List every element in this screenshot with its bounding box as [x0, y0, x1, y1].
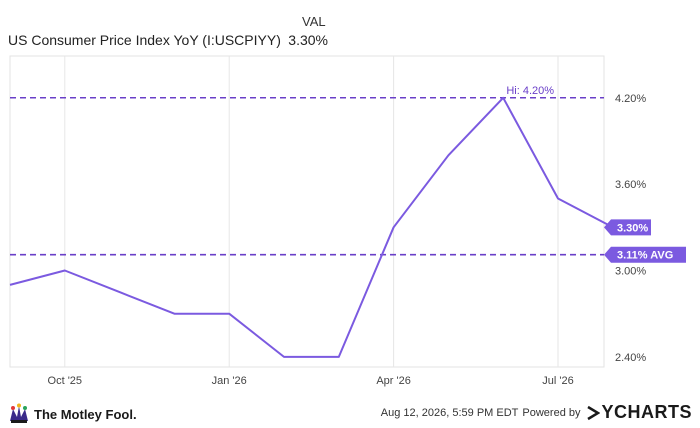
series-value: 3.30% — [288, 32, 328, 48]
timestamp: Aug 12, 2026, 5:59 PM EDT — [380, 406, 519, 419]
value-column-label: VAL — [302, 14, 326, 29]
average-value-text: 3.11% AVG — [617, 250, 673, 262]
y-tick-label: 3.60% — [615, 179, 646, 191]
high-annotation: Hi: 4.20% — [506, 85, 554, 97]
jester-hat-icon — [10, 403, 28, 423]
y-tick-label: 2.40% — [615, 352, 646, 364]
last-value-badge — [604, 219, 651, 236]
ycharts-chevron-icon — [587, 405, 601, 420]
brand-logo: The Motley Fool. — [8, 400, 137, 428]
x-tick-label: Jan '26 — [212, 375, 247, 387]
x-tick-label: Apr '26 — [376, 375, 411, 387]
series-name: US Consumer Price Index YoY (I:USCPIYY) — [8, 32, 281, 48]
chart-footer: Aug 12, 2026, 5:59 PM EDT Powered by YCH… — [381, 402, 692, 423]
powered-by-label: Powered by — [522, 406, 581, 419]
provider-logo: YCHARTS — [586, 402, 692, 423]
brand-name: The Motley Fool. — [34, 406, 137, 422]
series-line — [9, 96, 614, 358]
average-value-badge — [604, 246, 686, 263]
x-tick-label: Jul '26 — [542, 375, 573, 387]
x-tick-label: Oct '25 — [48, 375, 83, 387]
provider-name: YCHARTS — [601, 402, 692, 422]
y-tick-label: 3.00% — [615, 266, 646, 278]
line-chart: Oct '25 Jan '26 Apr '26 Jul '26 2.40% 3.00% 3.… — [9, 55, 686, 387]
last-value-text: 3.30% — [617, 222, 648, 234]
plot-frame — [9, 55, 605, 368]
chart-header: VAL US Consumer Price Index YoY (I:USCPI… — [0, 0, 700, 56]
y-tick-label: 4.20% — [615, 93, 646, 105]
